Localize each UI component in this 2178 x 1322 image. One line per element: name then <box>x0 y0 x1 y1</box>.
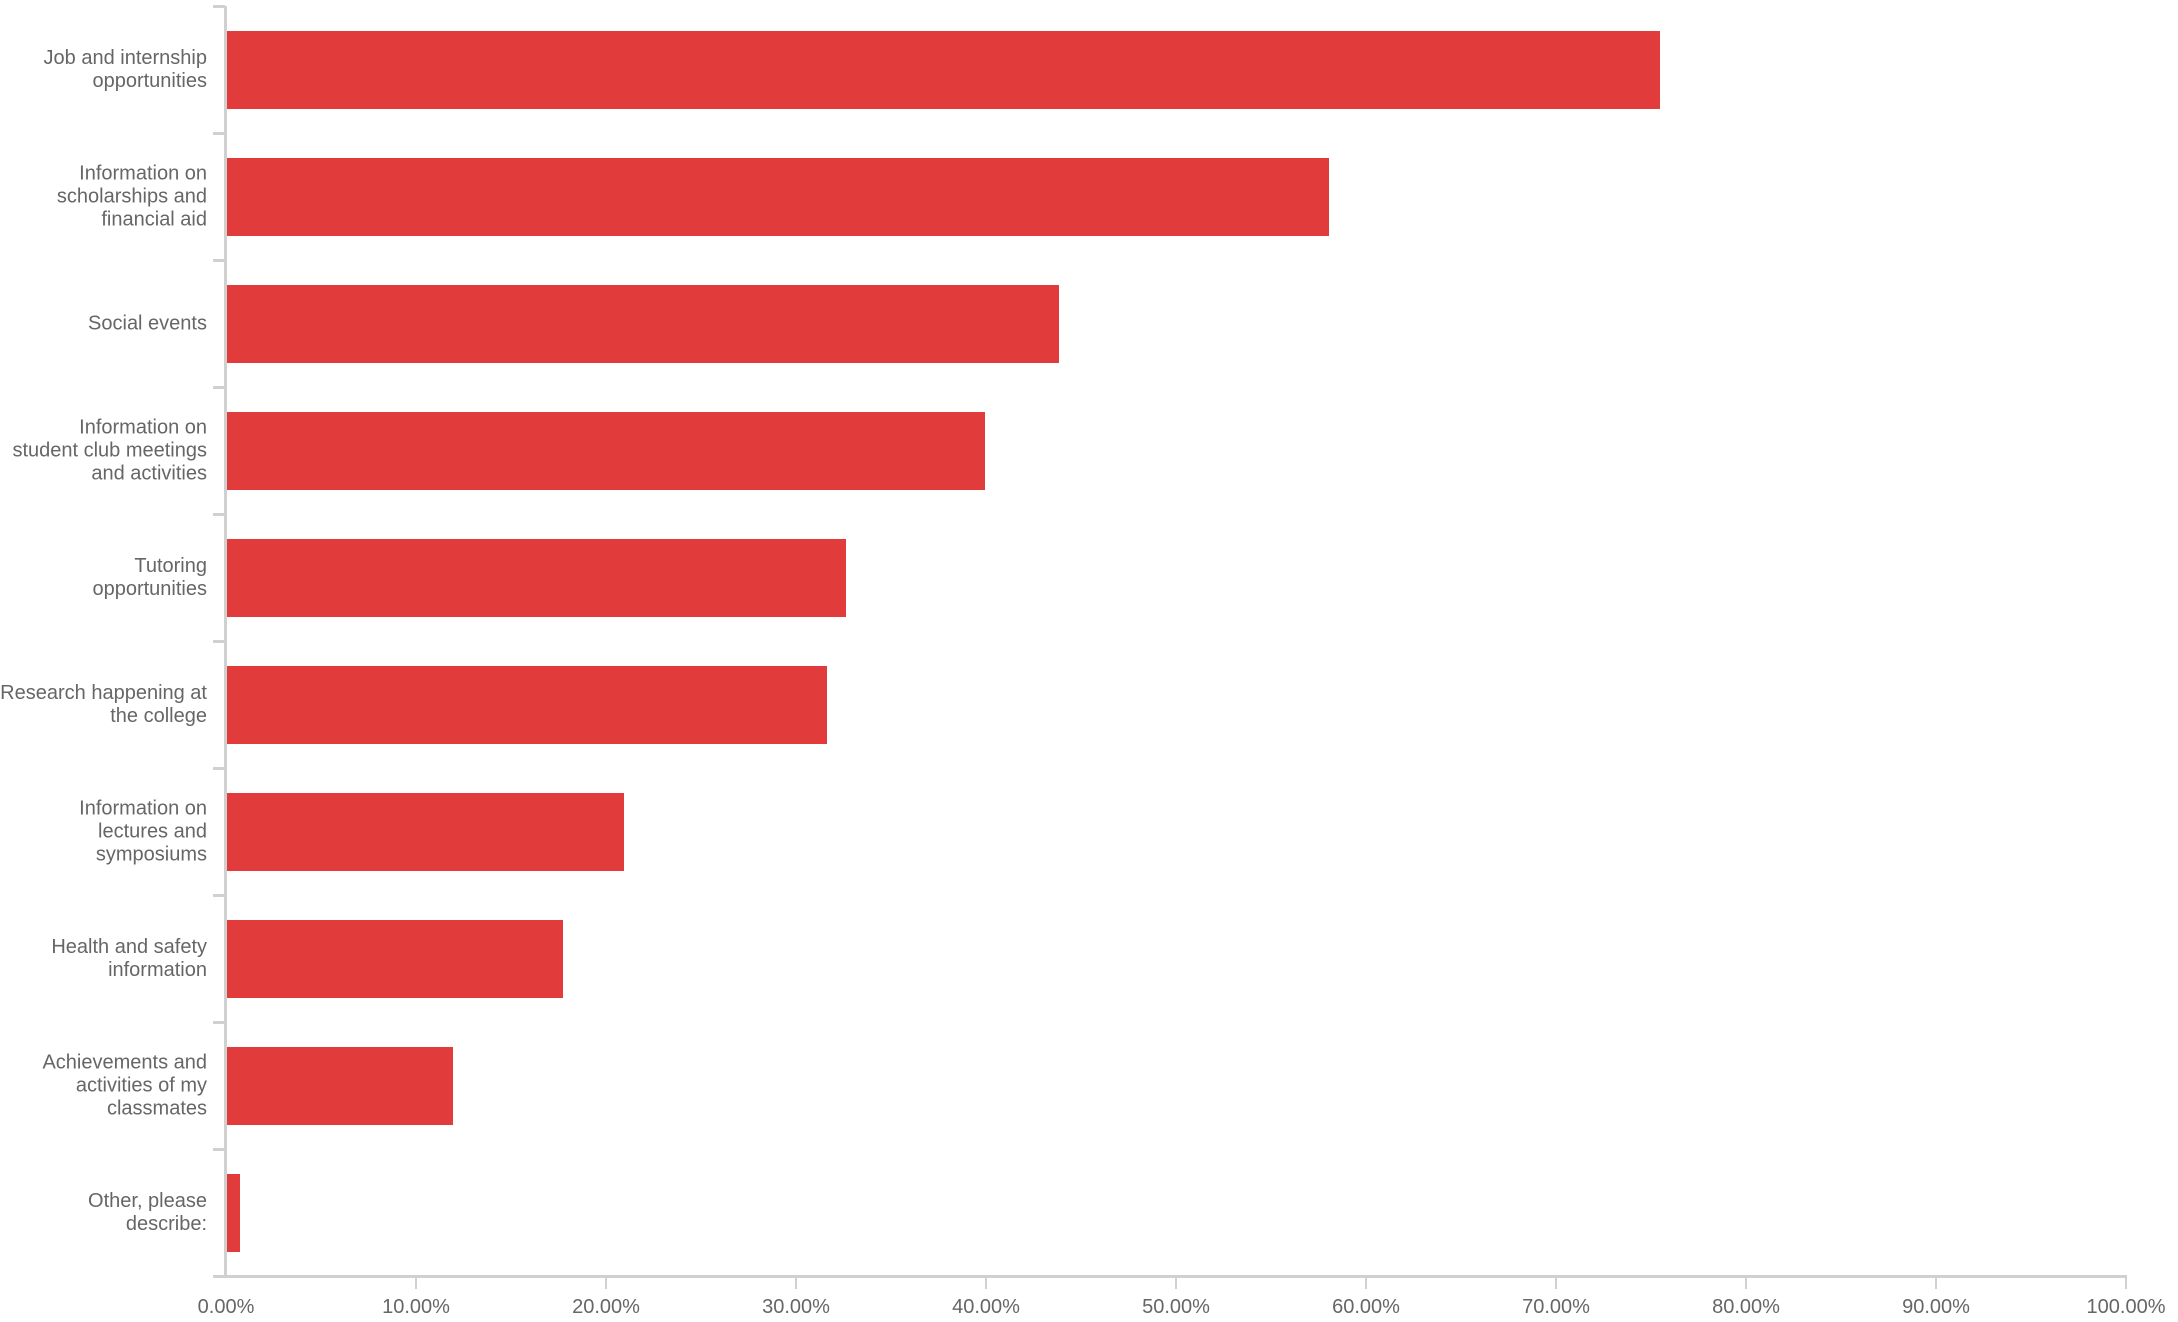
x-axis-line <box>224 1275 2127 1278</box>
x-axis-tick-label: 100.00% <box>2086 1296 2166 1318</box>
x-axis-tick-label: 60.00% <box>1332 1296 1400 1318</box>
x-axis-tick <box>1935 1278 1937 1289</box>
x-axis-tick-label: 70.00% <box>1522 1296 1590 1318</box>
y-axis-tick <box>213 513 225 516</box>
x-axis-tick <box>2125 1278 2127 1289</box>
y-axis-tick <box>213 1275 225 1278</box>
y-axis-tick <box>213 5 225 8</box>
y-axis-tick <box>213 1148 225 1151</box>
category-label: Research happening at the college <box>0 682 207 727</box>
category-label: Social events <box>88 312 207 335</box>
y-axis-tick <box>213 894 225 897</box>
bar[interactable] <box>227 285 1059 363</box>
x-axis-tick <box>605 1278 607 1289</box>
category-label: Information on lectures and symposiums <box>79 797 207 866</box>
bar[interactable] <box>227 158 1329 236</box>
category-label: Job and internship opportunities <box>43 47 207 92</box>
x-axis-tick-label: 40.00% <box>952 1296 1020 1318</box>
x-axis-tick <box>415 1278 417 1289</box>
y-axis-tick <box>213 767 225 770</box>
x-axis-tick-label: 20.00% <box>572 1296 640 1318</box>
x-axis-tick-label: 50.00% <box>1142 1296 1210 1318</box>
x-axis-tick-label: 80.00% <box>1712 1296 1780 1318</box>
bar[interactable] <box>227 412 985 490</box>
x-axis-tick-label: 10.00% <box>382 1296 450 1318</box>
bar[interactable] <box>227 920 563 998</box>
category-label: Achievements and activities of my classm… <box>42 1051 207 1120</box>
x-axis-tick <box>1365 1278 1367 1289</box>
x-axis-tick <box>1175 1278 1177 1289</box>
x-axis-tick <box>795 1278 797 1289</box>
bar[interactable] <box>227 539 846 617</box>
bar[interactable] <box>227 793 624 871</box>
bar[interactable] <box>227 1174 240 1252</box>
category-label: Tutoring opportunities <box>92 555 207 600</box>
bar[interactable] <box>227 31 1660 109</box>
x-axis-tick <box>985 1278 987 1289</box>
y-axis-tick <box>213 259 225 262</box>
y-axis-line <box>224 6 227 1278</box>
bar[interactable] <box>227 666 827 744</box>
x-axis-tick-label: 0.00% <box>197 1296 255 1318</box>
x-axis-tick-label: 90.00% <box>1902 1296 1970 1318</box>
y-axis-tick <box>213 386 225 389</box>
x-axis-tick <box>1555 1278 1557 1289</box>
bar[interactable] <box>227 1047 453 1125</box>
y-axis-tick <box>213 640 225 643</box>
y-axis-tick <box>213 1021 225 1024</box>
category-label: Information on student club meetings and… <box>12 416 207 485</box>
category-label: Health and safety information <box>51 936 207 981</box>
category-label: Information on scholarships and financia… <box>56 162 207 231</box>
x-axis-tick <box>1745 1278 1747 1289</box>
category-label: Other, please describe: <box>88 1190 207 1235</box>
y-axis-tick <box>213 132 225 135</box>
x-axis-tick-label: 30.00% <box>762 1296 830 1318</box>
